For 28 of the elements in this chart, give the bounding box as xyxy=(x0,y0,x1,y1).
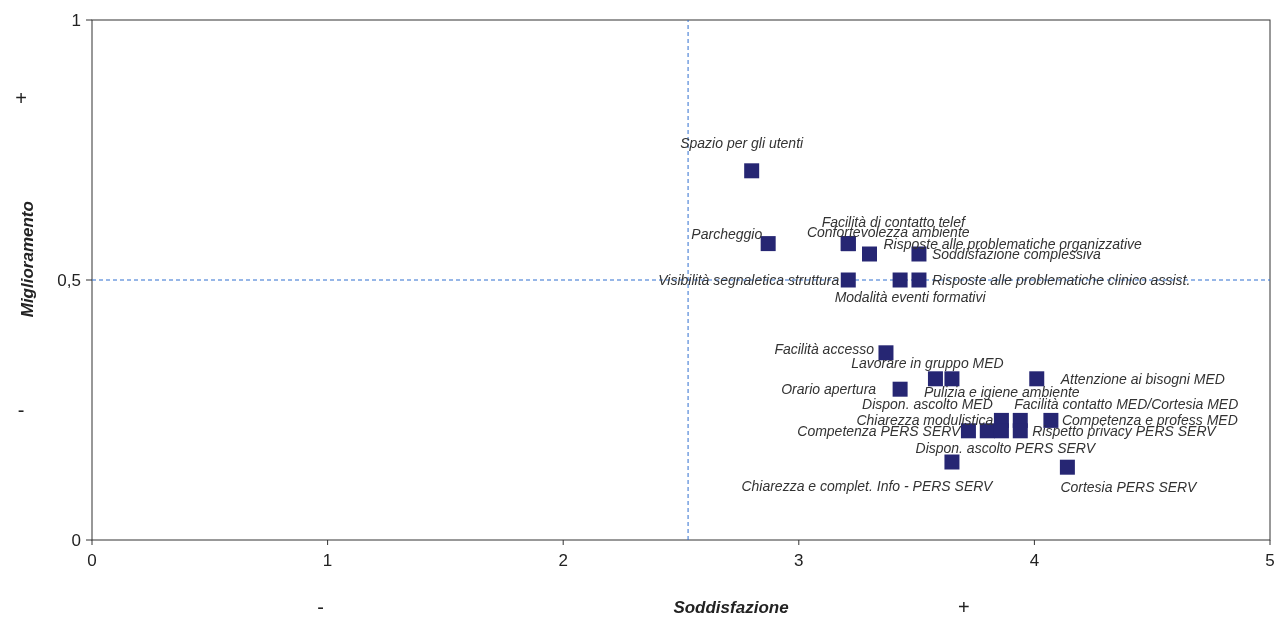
annotation: Risposte alle problematiche clinico assist. xyxy=(931,271,1191,288)
y-axis-title: Miglioramento xyxy=(17,201,37,318)
y-tick-label: 0,5 xyxy=(57,270,81,290)
text: + xyxy=(957,596,970,618)
y-tick-label: 1 xyxy=(71,10,81,30)
y-tick-label: 0 xyxy=(71,530,81,550)
annotation: Attenzione ai bisogni MED xyxy=(1059,370,1225,387)
x-tick-label: 3 xyxy=(794,551,804,570)
annotation: Orario apertura xyxy=(781,381,877,398)
x-tick-label: 1 xyxy=(322,551,333,570)
annotation: Dispon. ascolto PERS SERV xyxy=(915,439,1097,456)
x-axis-title: Soddisfazione xyxy=(673,597,789,617)
text: - xyxy=(317,596,324,618)
annotation: Modalità eventi formativi xyxy=(834,288,987,305)
annotation: Chiarezza e complet. Info - PERS SERV xyxy=(741,477,995,494)
annotation: Visibilità segnaletica struttura xyxy=(658,271,840,288)
x-tick-label: 2 xyxy=(558,551,568,570)
annotation: Parcheggio xyxy=(691,225,763,242)
annotation: Spazio per gli utenti xyxy=(680,134,805,151)
x-tick-label: 0 xyxy=(87,551,97,570)
x-tick-label: 5 xyxy=(1265,551,1275,570)
annotation: Facilità contatto MED/Cortesia MED xyxy=(1014,396,1239,413)
text: + xyxy=(15,87,27,109)
annotation: Lavorare in gruppo MED xyxy=(851,354,1004,371)
text: - xyxy=(17,399,25,421)
annotation: Facilità accesso xyxy=(774,340,875,357)
annotation: Cortesia PERS SERV xyxy=(1060,479,1198,496)
x-tick-label: 4 xyxy=(1029,551,1040,570)
